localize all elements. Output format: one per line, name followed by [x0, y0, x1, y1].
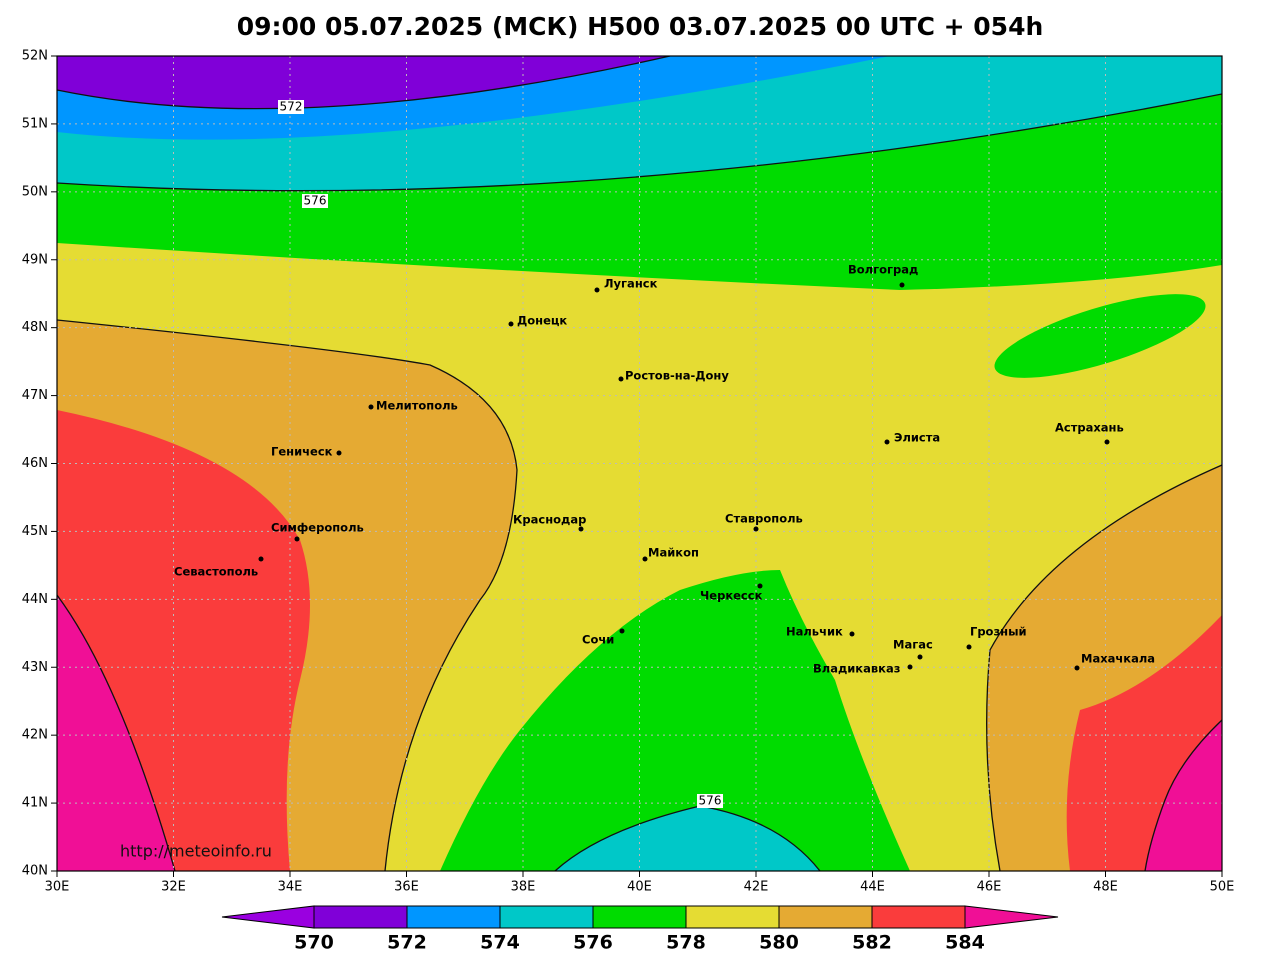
credit: http://meteoinfo.ru [120, 842, 272, 861]
city-dot [1074, 665, 1080, 671]
city-dot [594, 287, 600, 293]
contour-label: 576 [304, 194, 327, 208]
lon-tick-label: 38E [511, 880, 536, 895]
city-dot [884, 439, 890, 445]
lat-tick-label: 50N [22, 184, 48, 199]
lon-tick-label: 30E [45, 880, 70, 895]
city-label: Волгоград [848, 263, 918, 277]
colorbar-tick-label: 580 [759, 932, 799, 954]
lat-tick-label: 42N [22, 728, 48, 743]
colorbar-tick-label: 584 [945, 932, 985, 954]
lon-tick-label: 42E [744, 880, 769, 895]
city-label: Астрахань [1055, 421, 1124, 435]
colorbar-tick-label: 578 [666, 932, 706, 954]
city-label: Черкесск [700, 589, 763, 603]
city-dot [753, 526, 759, 532]
city-label: Симферополь [271, 521, 364, 535]
city-label: Нальчик [786, 625, 843, 639]
lat-tick-label: 49N [22, 252, 48, 267]
contour-labels: 572 576 576 [278, 100, 723, 808]
city-label: Ставрополь [725, 512, 803, 526]
colorbar-tick-label: 572 [387, 932, 427, 954]
lon-tick-label: 44E [860, 880, 885, 895]
city-dot [258, 556, 264, 562]
city-label: Мелитополь [376, 399, 458, 413]
colorbar-ticks: 570 572 574 576 578 580 582 584 [294, 932, 985, 954]
city-dot [578, 526, 584, 532]
city-label: Майкоп [648, 546, 699, 560]
city-dot [966, 644, 972, 650]
lat-tick-label: 47N [22, 388, 48, 403]
city-dot [368, 404, 374, 410]
lat-tick-label: 40N [22, 864, 48, 879]
colorbar-tick-label: 574 [480, 932, 520, 954]
cities: Волгоград Луганск Донецк Ростов-на-Дону Мели… [174, 263, 1155, 676]
city-dot [642, 556, 648, 562]
lon-tick-label: 46E [977, 880, 1002, 895]
city-label: Донецк [517, 314, 567, 328]
colorbar-tick-label: 576 [573, 932, 613, 954]
lat-tick-label: 41N [22, 796, 48, 811]
city-dot [1104, 439, 1110, 445]
lon-tick-label: 34E [278, 880, 303, 895]
lat-tick-label: 44N [22, 592, 48, 607]
contour-label: 576 [699, 794, 722, 808]
lat-tick-label: 46N [22, 456, 48, 471]
city-dot [336, 450, 342, 456]
city-dot [907, 664, 913, 670]
city-label: Ростов-на-Дону [625, 369, 729, 383]
city-label: Махачкала [1081, 652, 1155, 666]
city-dot [899, 282, 905, 288]
city-label: Луганск [604, 277, 658, 291]
city-dot [757, 583, 763, 589]
contour-label: 572 [280, 100, 303, 114]
city-dot [508, 321, 514, 327]
city-label: Грозный [970, 625, 1027, 639]
lat-tick-label: 52N [22, 49, 48, 64]
lon-tick-label: 32E [161, 880, 186, 895]
map-frame [56, 55, 1223, 872]
city-dot [849, 631, 855, 637]
lon-tick-label: 36E [394, 880, 419, 895]
lon-tick-label: 50E [1210, 880, 1235, 895]
city-dot [618, 376, 624, 382]
title: 09:00 05.07.2025 (МСК) H500 03.07.2025 0… [237, 12, 1044, 41]
city-label: Геническ [271, 445, 333, 459]
lat-tick-label: 48N [22, 320, 48, 335]
city-dot [619, 628, 625, 634]
city-label: Сочи [582, 633, 614, 647]
city-label: Магас [893, 638, 933, 652]
lat-tick-label: 43N [22, 660, 48, 675]
lon-tick-label: 48E [1093, 880, 1118, 895]
graticule: 52N51N50N49N48N47N46N45N44N43N42N41N40N3… [22, 49, 1235, 895]
lon-tick-label: 40E [627, 880, 652, 895]
city-label: Элиста [894, 431, 940, 445]
city-label: Краснодар [513, 513, 586, 527]
city-dot [294, 536, 300, 542]
colorbar [221, 905, 1059, 929]
city-label: Севастополь [174, 565, 258, 579]
city-label: Владикавказ [813, 662, 900, 676]
lat-tick-label: 51N [22, 116, 48, 131]
city-dot [917, 654, 923, 660]
colorbar-tick-label: 582 [852, 932, 892, 954]
lat-tick-label: 45N [22, 524, 48, 539]
colorbar-tick-label: 570 [294, 932, 334, 954]
